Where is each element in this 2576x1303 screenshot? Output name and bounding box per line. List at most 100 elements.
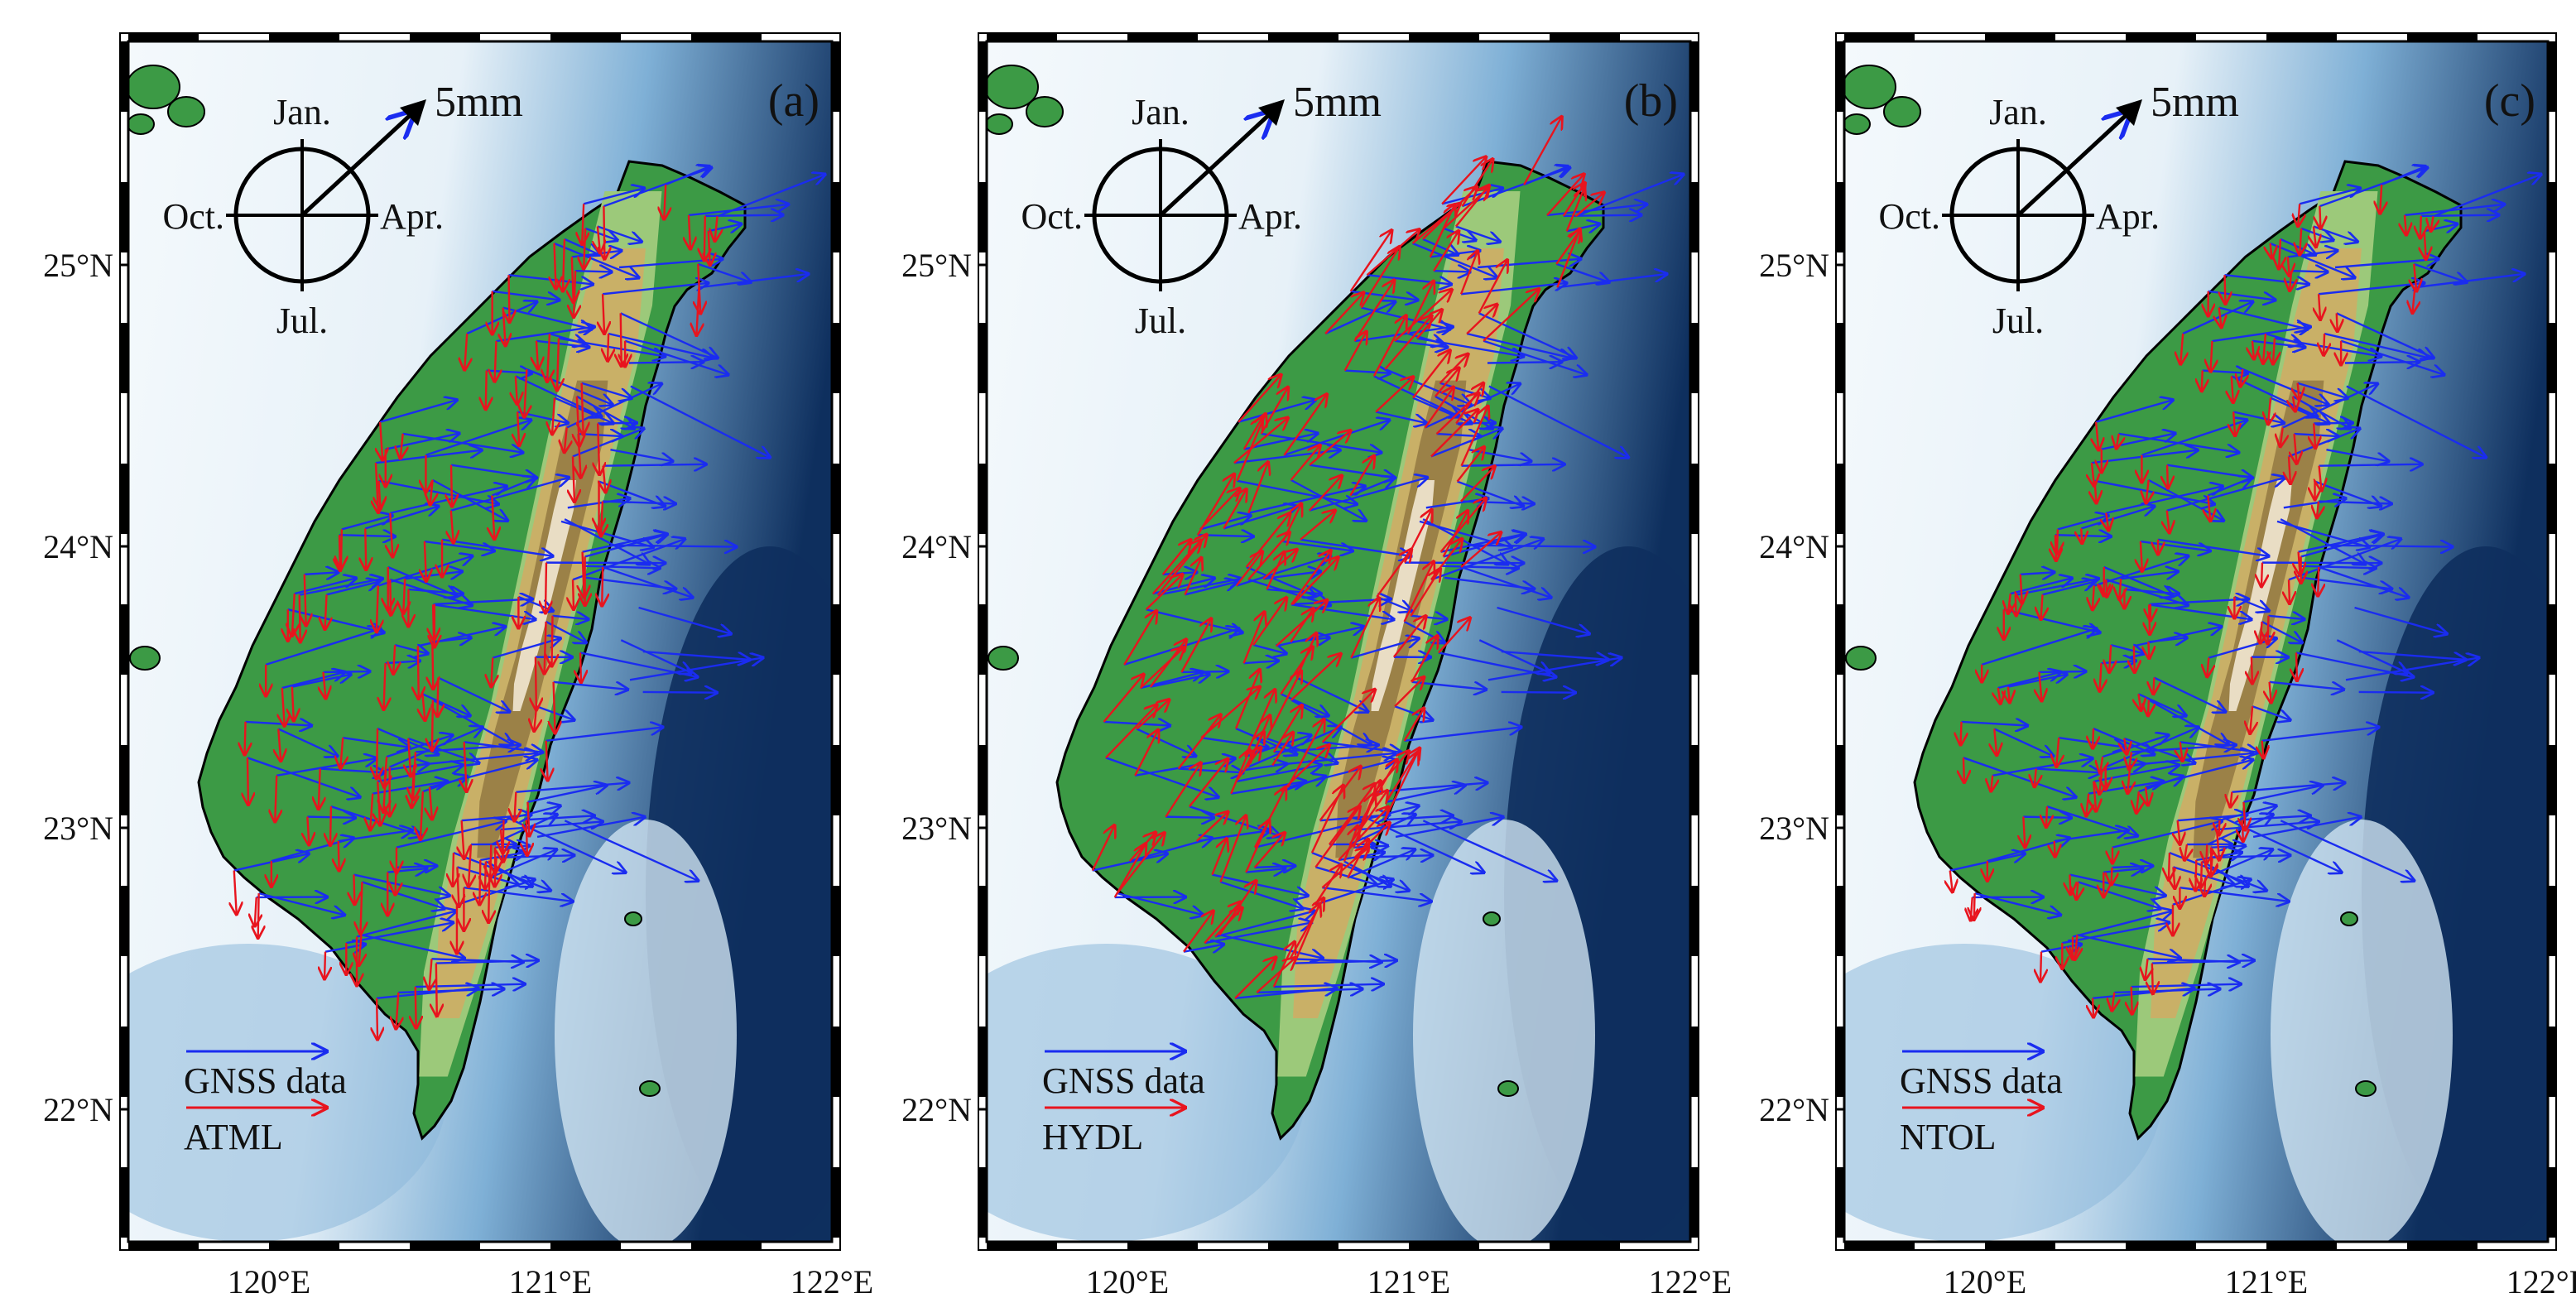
gnss-vector bbox=[2148, 699, 2228, 745]
model-vector bbox=[1188, 759, 1228, 807]
gnss-vector bbox=[1281, 777, 1326, 793]
gnss-vector bbox=[432, 699, 512, 745]
gnss-vector bbox=[1247, 727, 1341, 768]
model-vector bbox=[330, 806, 331, 845]
model-vector bbox=[2280, 427, 2283, 447]
model-vector bbox=[486, 370, 487, 410]
gnss-vector bbox=[1434, 271, 1470, 272]
model-vector bbox=[1460, 532, 1501, 568]
model-vector bbox=[432, 642, 433, 689]
model-vector bbox=[2204, 877, 2205, 896]
model-vector bbox=[1149, 639, 1186, 688]
gnss-vector bbox=[1294, 960, 1397, 963]
model-vector bbox=[1443, 188, 1488, 229]
gnss-vector bbox=[553, 680, 628, 690]
model-vector bbox=[425, 541, 426, 581]
model-vector bbox=[464, 333, 467, 370]
model-vector bbox=[380, 421, 382, 460]
gnss-vector bbox=[1373, 375, 1460, 416]
clock-south-label: Jul. bbox=[1135, 301, 1186, 341]
gnss-vector bbox=[1314, 879, 1393, 906]
gnss-vector bbox=[1961, 722, 2028, 726]
gnss-vector bbox=[1487, 362, 1562, 363]
gnss-vector bbox=[265, 628, 381, 666]
model-vector bbox=[1242, 612, 1265, 664]
gnss-vector bbox=[1436, 434, 1481, 436]
gnss-vector bbox=[1440, 566, 1518, 569]
model-vector bbox=[1252, 598, 1286, 646]
model-vector bbox=[2131, 987, 2132, 1014]
gnss-vector bbox=[582, 534, 667, 553]
offshore-islands bbox=[1844, 65, 2377, 1097]
gnss-vector bbox=[1422, 820, 1556, 881]
model-vector bbox=[2296, 652, 2297, 680]
scale-label: 5mm bbox=[1293, 79, 1382, 126]
gnss-vector bbox=[1344, 371, 1391, 373]
model-vector bbox=[453, 853, 454, 886]
model-vector bbox=[2319, 294, 2320, 320]
model-vector bbox=[555, 243, 556, 289]
displacement-vectors bbox=[1950, 166, 2541, 1017]
gnss-vector bbox=[1220, 881, 1303, 908]
map-panel-c: 25°N 24°N 23°N 22°N 120°E 121°E 122°E (c) Jan. Ju… bbox=[1759, 32, 2576, 1301]
gnss-vector bbox=[554, 397, 613, 424]
gnss-vector bbox=[2057, 516, 2108, 531]
gnss-vector bbox=[2326, 449, 2388, 461]
model-vector bbox=[488, 877, 489, 922]
lat-label: 22°N bbox=[43, 1091, 113, 1128]
gnss-vector bbox=[343, 736, 410, 748]
model-vector bbox=[2041, 594, 2043, 619]
model-vector bbox=[2178, 820, 2180, 844]
model-vector bbox=[2195, 859, 2196, 891]
model-vector bbox=[2261, 562, 2262, 587]
gnss-vector bbox=[558, 337, 666, 357]
model-vector bbox=[1165, 762, 1200, 818]
gnss-vector bbox=[1395, 817, 1503, 839]
lat-label: 25°N bbox=[901, 247, 972, 284]
gnss-vector bbox=[1322, 887, 1431, 902]
model-vector bbox=[2169, 853, 2170, 880]
model-vector bbox=[704, 215, 705, 261]
legend-gnss-label: GNSS data bbox=[184, 1060, 347, 1101]
gnss-vector bbox=[2106, 486, 2223, 514]
vector-legend: GNSS data NTOL bbox=[1900, 1051, 2063, 1157]
model-vector bbox=[325, 594, 327, 629]
ocean-ridge bbox=[1413, 820, 1595, 1242]
model-vector bbox=[1161, 540, 1191, 575]
gnss-vector bbox=[603, 464, 707, 466]
gnss-vector bbox=[2094, 479, 2215, 504]
gnss-vector bbox=[1430, 429, 1502, 458]
model-vector bbox=[370, 793, 372, 830]
model-vector bbox=[2035, 768, 2036, 787]
lat-label: 22°N bbox=[1759, 1091, 1829, 1128]
model-vector bbox=[358, 935, 361, 965]
model-vector bbox=[547, 334, 550, 382]
model-vector bbox=[1384, 315, 1431, 370]
gnss-vector bbox=[492, 290, 560, 301]
gnss-vector bbox=[642, 692, 718, 693]
model-vector bbox=[1314, 806, 1359, 868]
gnss-vector bbox=[2103, 565, 2174, 596]
model-vector bbox=[2270, 681, 2271, 703]
lat-label: 23°N bbox=[901, 810, 972, 847]
legend-gnss-label: GNSS data bbox=[1042, 1060, 1205, 1101]
clock-north-label: Jan. bbox=[1989, 92, 2047, 132]
gnss-vector bbox=[2095, 400, 2173, 423]
model-vector bbox=[1200, 686, 1260, 739]
gnss-vector bbox=[2233, 595, 2269, 611]
model-vector bbox=[1260, 387, 1289, 435]
model-vector bbox=[436, 963, 437, 1017]
model-vector bbox=[1555, 230, 1580, 265]
model-vector bbox=[563, 238, 565, 291]
model-vector bbox=[1245, 513, 1290, 568]
map-area bbox=[128, 41, 832, 1242]
model-vector bbox=[1211, 839, 1227, 876]
gnss-vector bbox=[1244, 764, 1286, 771]
phase-clock-legend: Jan. Jul. Oct. Apr. 5mm bbox=[162, 79, 522, 341]
gnss-vector bbox=[1199, 516, 1251, 531]
model-vector bbox=[1128, 832, 1156, 862]
gnss-vector bbox=[598, 423, 637, 424]
model-vector bbox=[2141, 541, 2142, 571]
model-vector bbox=[1290, 608, 1313, 643]
